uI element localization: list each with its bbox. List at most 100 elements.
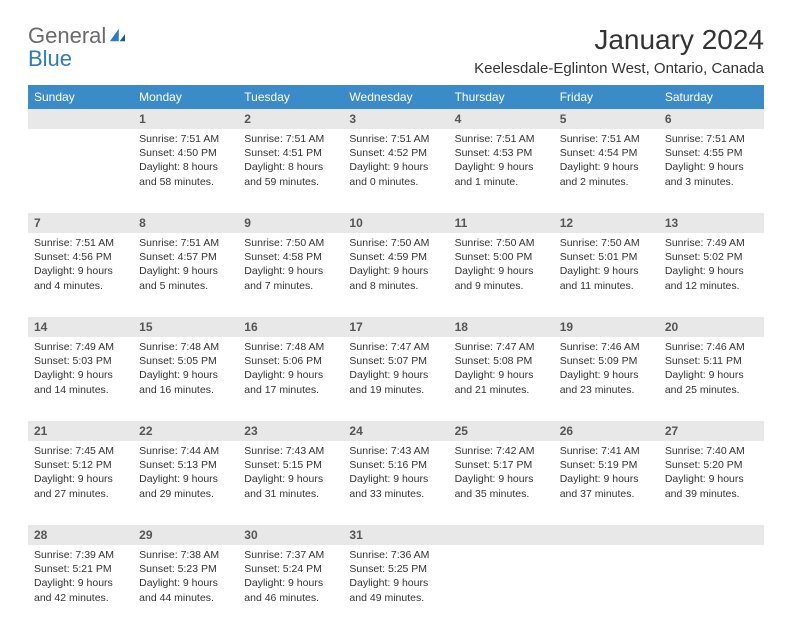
sunrise-text: Sunrise: 7:37 AM (244, 548, 337, 562)
logo: GeneralBlue (28, 24, 128, 70)
weekday-header-row: Sunday Monday Tuesday Wednesday Thursday… (28, 85, 764, 109)
day-cell: Sunrise: 7:50 AMSunset: 4:59 PMDaylight:… (343, 233, 448, 317)
day-number: 15 (133, 317, 238, 337)
day-number-row: 21222324252627 (28, 421, 764, 441)
sunset-text: Sunset: 5:02 PM (665, 250, 758, 264)
day-details: Sunrise: 7:46 AMSunset: 5:09 PMDaylight:… (554, 337, 659, 403)
day-number: 29 (133, 525, 238, 545)
day-number (659, 525, 764, 545)
sunset-text: Sunset: 4:55 PM (665, 146, 758, 160)
daylight-text-1: Daylight: 9 hours (244, 472, 337, 486)
day-details: Sunrise: 7:47 AMSunset: 5:07 PMDaylight:… (343, 337, 448, 403)
day-details: Sunrise: 7:38 AMSunset: 5:23 PMDaylight:… (133, 545, 238, 611)
day-number: 9 (238, 213, 343, 233)
day-number: 16 (238, 317, 343, 337)
daylight-text-1: Daylight: 9 hours (455, 368, 548, 382)
sunset-text: Sunset: 5:13 PM (139, 458, 232, 472)
sunset-text: Sunset: 5:20 PM (665, 458, 758, 472)
day-number: 2 (238, 109, 343, 129)
sunrise-text: Sunrise: 7:50 AM (244, 236, 337, 250)
day-cell: Sunrise: 7:40 AMSunset: 5:20 PMDaylight:… (659, 441, 764, 525)
daylight-text-1: Daylight: 9 hours (139, 264, 232, 278)
day-number: 19 (554, 317, 659, 337)
daylight-text-2: and 35 minutes. (455, 487, 548, 501)
day-cell: Sunrise: 7:44 AMSunset: 5:13 PMDaylight:… (133, 441, 238, 525)
sunset-text: Sunset: 5:08 PM (455, 354, 548, 368)
daylight-text-2: and 1 minute. (455, 175, 548, 189)
day-details: Sunrise: 7:44 AMSunset: 5:13 PMDaylight:… (133, 441, 238, 507)
daylight-text-1: Daylight: 9 hours (665, 264, 758, 278)
day-number (449, 525, 554, 545)
weekday-header: Thursday (449, 85, 554, 109)
daylight-text-2: and 59 minutes. (244, 175, 337, 189)
sunrise-text: Sunrise: 7:47 AM (349, 340, 442, 354)
sunset-text: Sunset: 4:50 PM (139, 146, 232, 160)
day-cell: Sunrise: 7:51 AMSunset: 4:51 PMDaylight:… (238, 129, 343, 213)
daylight-text-2: and 9 minutes. (455, 279, 548, 293)
day-details: Sunrise: 7:40 AMSunset: 5:20 PMDaylight:… (659, 441, 764, 507)
sunrise-text: Sunrise: 7:50 AM (455, 236, 548, 250)
day-number: 14 (28, 317, 133, 337)
day-cell: Sunrise: 7:48 AMSunset: 5:06 PMDaylight:… (238, 337, 343, 421)
day-cell: Sunrise: 7:51 AMSunset: 4:57 PMDaylight:… (133, 233, 238, 317)
daylight-text-1: Daylight: 9 hours (560, 472, 653, 486)
day-number: 21 (28, 421, 133, 441)
day-cell (28, 129, 133, 213)
daylight-text-2: and 11 minutes. (560, 279, 653, 293)
daylight-text-1: Daylight: 9 hours (349, 472, 442, 486)
day-details: Sunrise: 7:50 AMSunset: 4:58 PMDaylight:… (238, 233, 343, 299)
daylight-text-2: and 29 minutes. (139, 487, 232, 501)
daylight-text-1: Daylight: 9 hours (139, 368, 232, 382)
daylight-text-1: Daylight: 9 hours (560, 160, 653, 174)
sunset-text: Sunset: 4:54 PM (560, 146, 653, 160)
day-details: Sunrise: 7:49 AMSunset: 5:02 PMDaylight:… (659, 233, 764, 299)
day-number-row: 14151617181920 (28, 317, 764, 337)
day-cell: Sunrise: 7:50 AMSunset: 5:00 PMDaylight:… (449, 233, 554, 317)
sunset-text: Sunset: 5:24 PM (244, 562, 337, 576)
daylight-text-2: and 39 minutes. (665, 487, 758, 501)
sunset-text: Sunset: 5:01 PM (560, 250, 653, 264)
day-number-row: 78910111213 (28, 213, 764, 233)
daylight-text-1: Daylight: 9 hours (349, 576, 442, 590)
day-number: 4 (449, 109, 554, 129)
day-number: 11 (449, 213, 554, 233)
day-number: 8 (133, 213, 238, 233)
day-details: Sunrise: 7:42 AMSunset: 5:17 PMDaylight:… (449, 441, 554, 507)
day-details: Sunrise: 7:48 AMSunset: 5:06 PMDaylight:… (238, 337, 343, 403)
sunrise-text: Sunrise: 7:39 AM (34, 548, 127, 562)
daylight-text-1: Daylight: 9 hours (560, 264, 653, 278)
sunset-text: Sunset: 4:59 PM (349, 250, 442, 264)
day-cell: Sunrise: 7:51 AMSunset: 4:55 PMDaylight:… (659, 129, 764, 213)
sunrise-text: Sunrise: 7:46 AM (560, 340, 653, 354)
daylight-text-2: and 33 minutes. (349, 487, 442, 501)
daylight-text-2: and 3 minutes. (665, 175, 758, 189)
sunset-text: Sunset: 5:12 PM (34, 458, 127, 472)
daylight-text-2: and 46 minutes. (244, 591, 337, 605)
daylight-text-1: Daylight: 8 hours (139, 160, 232, 174)
day-cell: Sunrise: 7:43 AMSunset: 5:15 PMDaylight:… (238, 441, 343, 525)
week-row: Sunrise: 7:51 AMSunset: 4:56 PMDaylight:… (28, 233, 764, 317)
title-block: January 2024 Keelesdale-Eglinton West, O… (474, 24, 764, 77)
daylight-text-2: and 19 minutes. (349, 383, 442, 397)
day-cell: Sunrise: 7:39 AMSunset: 5:21 PMDaylight:… (28, 545, 133, 629)
day-number: 25 (449, 421, 554, 441)
sunrise-text: Sunrise: 7:50 AM (560, 236, 653, 250)
day-cell: Sunrise: 7:42 AMSunset: 5:17 PMDaylight:… (449, 441, 554, 525)
day-number: 1 (133, 109, 238, 129)
day-number: 5 (554, 109, 659, 129)
sunset-text: Sunset: 5:00 PM (455, 250, 548, 264)
sunrise-text: Sunrise: 7:40 AM (665, 444, 758, 458)
weekday-header: Friday (554, 85, 659, 109)
day-details: Sunrise: 7:51 AMSunset: 4:50 PMDaylight:… (133, 129, 238, 195)
day-details: Sunrise: 7:43 AMSunset: 5:16 PMDaylight:… (343, 441, 448, 507)
daylight-text-2: and 14 minutes. (34, 383, 127, 397)
weekday-header: Sunday (28, 85, 133, 109)
daylight-text-2: and 4 minutes. (34, 279, 127, 293)
day-number: 20 (659, 317, 764, 337)
day-details: Sunrise: 7:37 AMSunset: 5:24 PMDaylight:… (238, 545, 343, 611)
day-cell: Sunrise: 7:45 AMSunset: 5:12 PMDaylight:… (28, 441, 133, 525)
day-cell: Sunrise: 7:49 AMSunset: 5:03 PMDaylight:… (28, 337, 133, 421)
day-number: 17 (343, 317, 448, 337)
sunrise-text: Sunrise: 7:38 AM (139, 548, 232, 562)
sunset-text: Sunset: 4:58 PM (244, 250, 337, 264)
